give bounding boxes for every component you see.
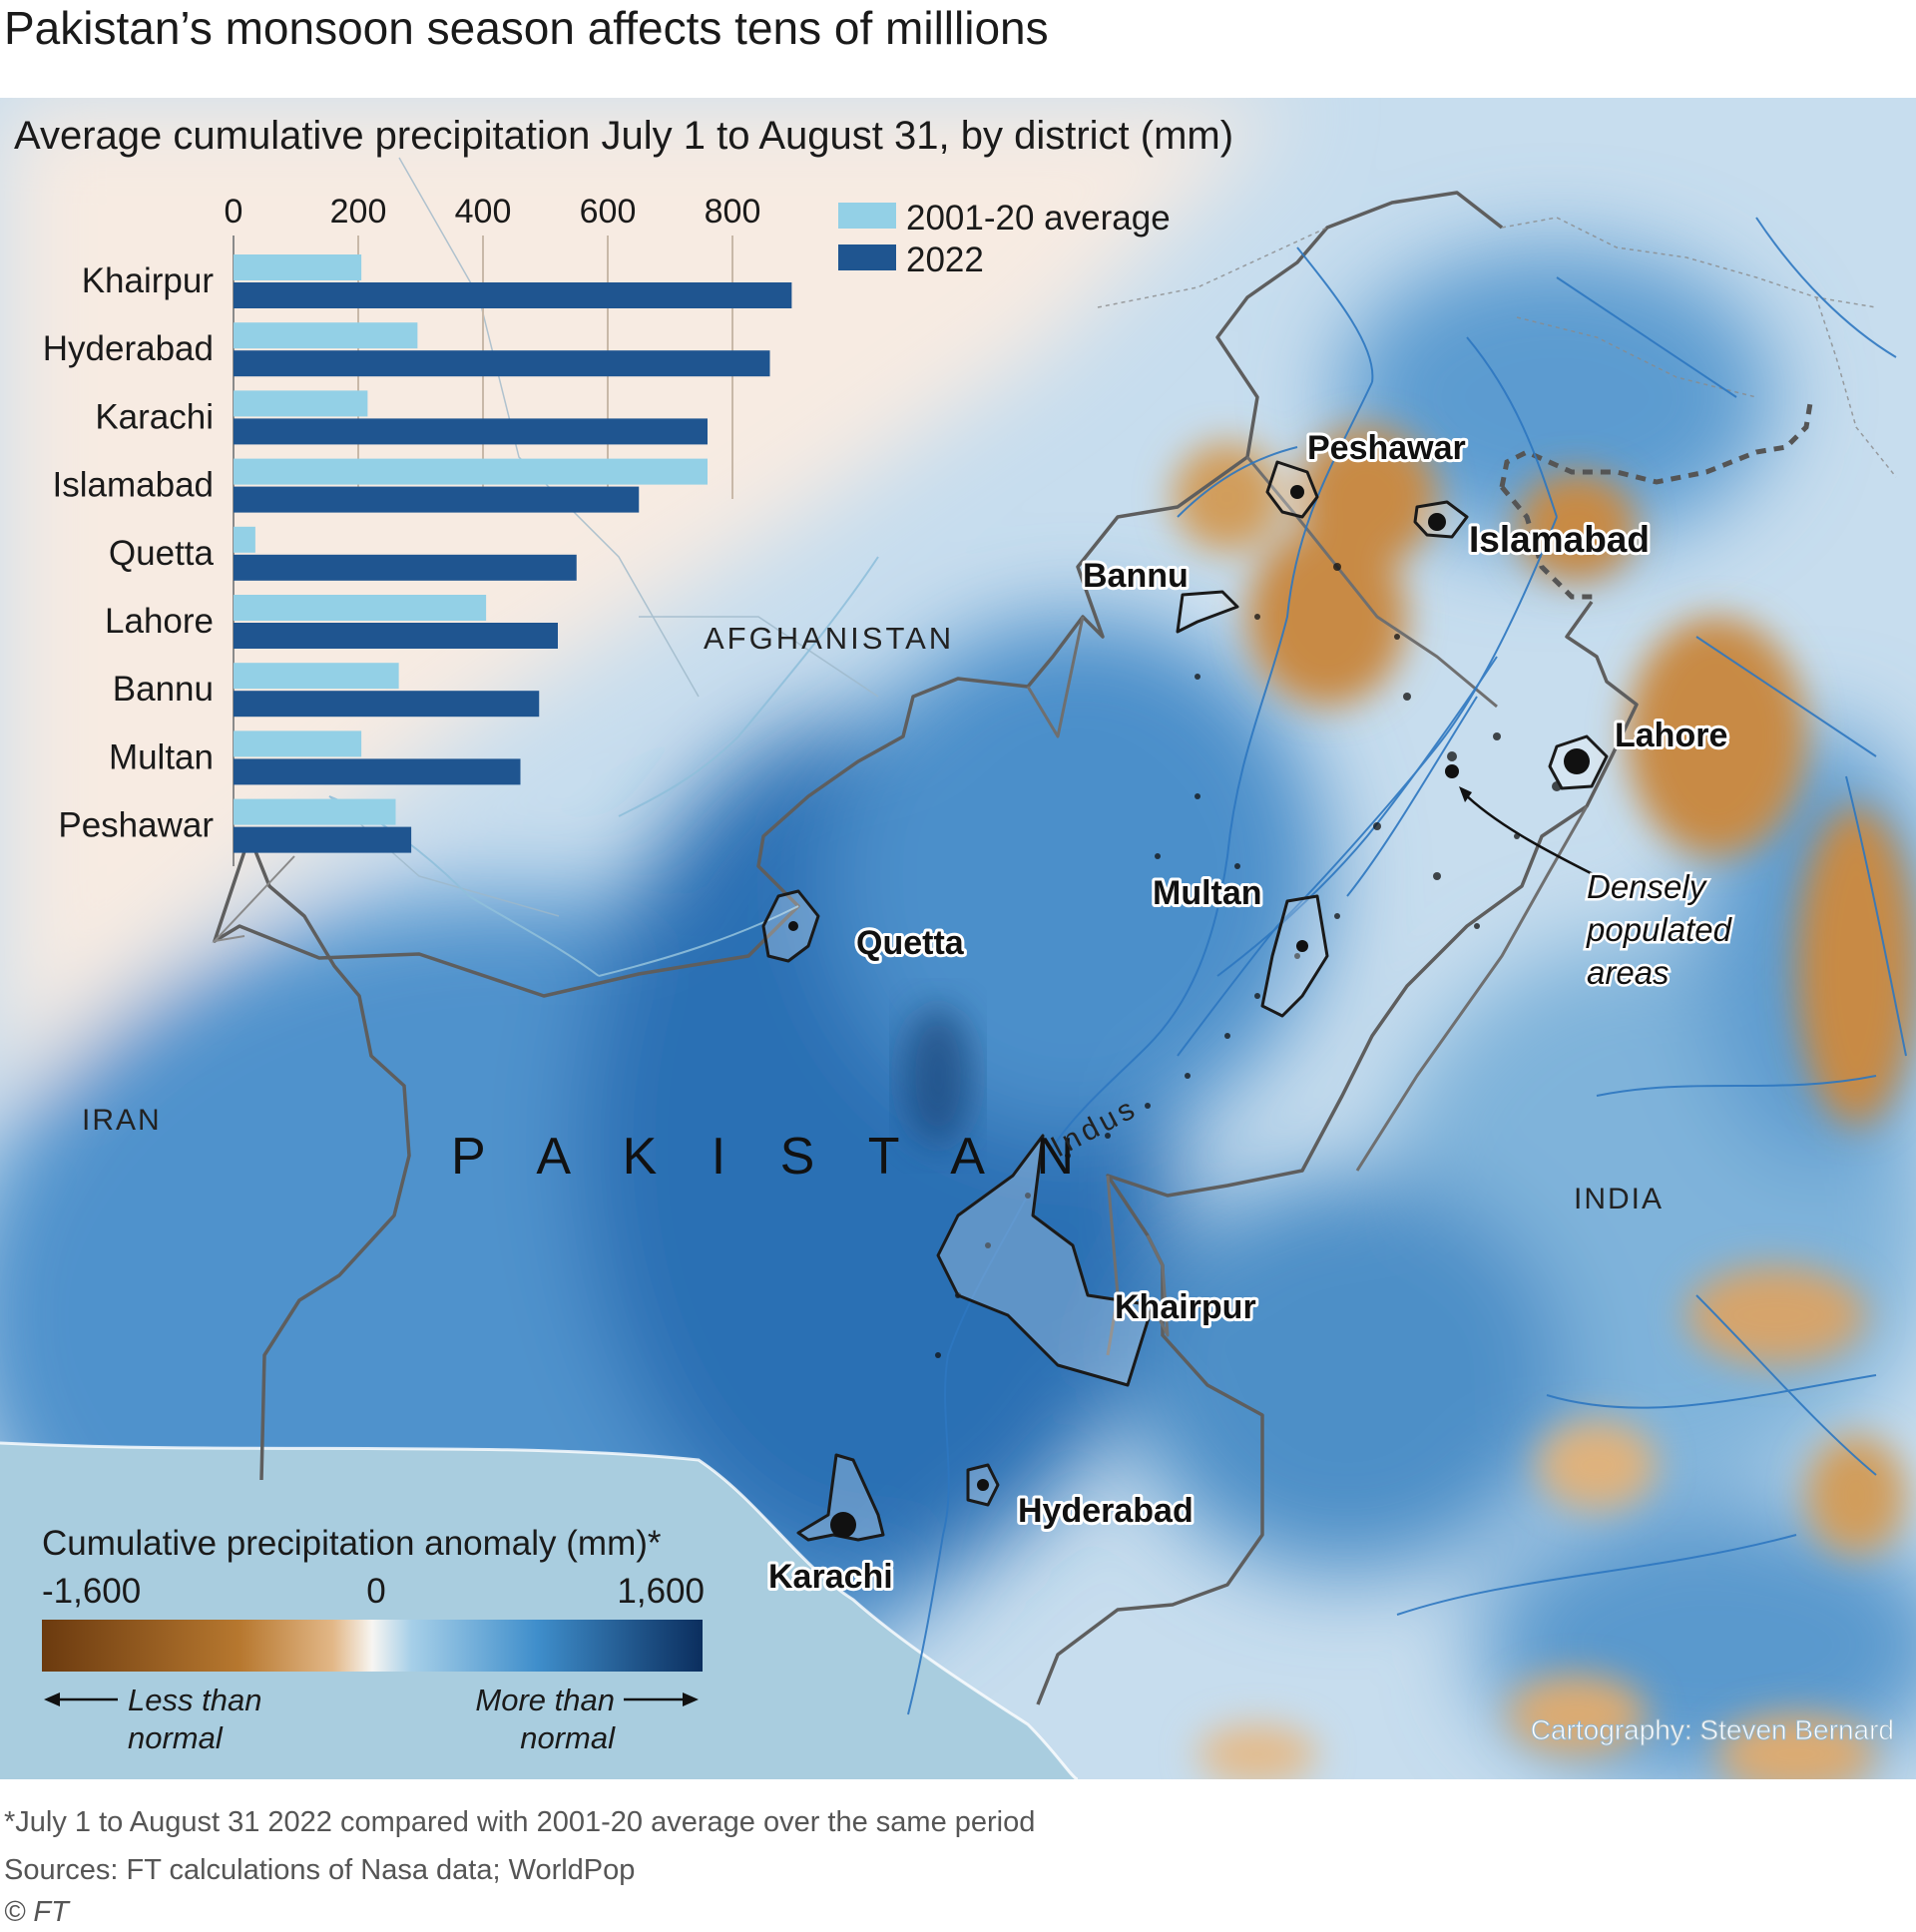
city-label-peshawar: Peshawar bbox=[1307, 429, 1466, 467]
legend-swatch-average bbox=[838, 203, 896, 229]
label-afghanistan: AFGHANISTAN bbox=[704, 621, 954, 656]
bar-bannu-2022 bbox=[234, 691, 540, 718]
legend-title: Cumulative precipitation anomaly (mm)* bbox=[42, 1524, 662, 1563]
rivers bbox=[907, 217, 1907, 1715]
label-pakistan: P A K I S T A N bbox=[451, 1128, 1094, 1186]
copyright: © FT bbox=[4, 1896, 69, 1928]
footnote: *July 1 to August 31 2022 compared with … bbox=[4, 1806, 1036, 1838]
drier-patches bbox=[1173, 427, 1916, 1779]
bar-islamabad-2022 bbox=[234, 486, 640, 513]
legend-less-line1: Less than bbox=[128, 1683, 261, 1717]
category-label-karachi: Karachi bbox=[95, 397, 214, 436]
page-title: Pakistan’s monsoon season affects tens o… bbox=[4, 2, 1049, 54]
bar-multan-2022 bbox=[234, 758, 521, 785]
chart-title: Average cumulative precipitation July 1 … bbox=[14, 114, 1234, 158]
city-label-quetta: Quetta bbox=[856, 924, 965, 962]
district-outlines bbox=[761, 460, 1609, 1542]
bar-khairpur-average bbox=[234, 254, 362, 280]
city-label-multan: Multan bbox=[1153, 874, 1262, 912]
category-label-islamabad: Islamabad bbox=[53, 466, 214, 505]
x-tick-label: 800 bbox=[705, 193, 761, 231]
legend-max-label: 1,600 bbox=[617, 1572, 705, 1611]
legend-colorbar bbox=[42, 1620, 703, 1672]
category-label-quetta: Quetta bbox=[109, 534, 215, 573]
legend-more-line1: More than bbox=[475, 1683, 615, 1717]
legend-min-label: -1,600 bbox=[42, 1572, 141, 1611]
bar-hyderabad-2022 bbox=[234, 350, 770, 377]
bar-multan-average bbox=[234, 730, 362, 757]
bar-hyderabad-average bbox=[234, 322, 418, 349]
category-label-bannu: Bannu bbox=[113, 670, 214, 709]
city-cores bbox=[788, 485, 1590, 1538]
city-label-karachi: Karachi bbox=[768, 1558, 893, 1596]
bar-quetta-average bbox=[234, 526, 255, 553]
x-tick-label: 0 bbox=[225, 193, 243, 231]
precipitation-map: 0 200 400 600 800 Khairpur Hyderabad Karachi Is… bbox=[0, 98, 1916, 1779]
legend-swatch-2022 bbox=[838, 244, 896, 270]
category-label-hyderabad: Hyderabad bbox=[43, 329, 214, 368]
label-india: INDIA bbox=[1574, 1183, 1664, 1215]
category-label-khairpur: Khairpur bbox=[82, 261, 215, 300]
legend-label-2022: 2022 bbox=[906, 241, 984, 279]
bar-quetta-2022 bbox=[234, 554, 577, 581]
annotation-line1: Densely bbox=[1587, 868, 1708, 905]
label-iran: IRAN bbox=[82, 1104, 162, 1137]
bar-bannu-average bbox=[234, 663, 399, 690]
city-label-islamabad: Islamabad bbox=[1469, 519, 1650, 560]
city-label-lahore: Lahore bbox=[1615, 717, 1727, 754]
legend-more-line2: normal bbox=[520, 1720, 616, 1755]
x-tick-label: 400 bbox=[455, 193, 512, 231]
arabian-sea bbox=[0, 1443, 1078, 1779]
bar-peshawar-2022 bbox=[234, 826, 412, 853]
city-label-hyderabad: Hyderabad bbox=[1018, 1492, 1194, 1530]
bar-karachi-average bbox=[234, 390, 368, 417]
bar-islamabad-average bbox=[234, 458, 708, 485]
city-label-khairpur: Khairpur bbox=[1115, 1288, 1256, 1326]
legend-mid-label: 0 bbox=[366, 1572, 385, 1611]
annotation-line3: areas bbox=[1587, 954, 1670, 991]
x-tick-label: 200 bbox=[330, 193, 387, 231]
legend-label-average: 2001-20 average bbox=[906, 199, 1171, 238]
legend-less-line2: normal bbox=[128, 1720, 224, 1755]
annotation-line2: populated bbox=[1586, 911, 1733, 948]
category-label-peshawar: Peshawar bbox=[58, 806, 214, 845]
bar-lahore-average bbox=[234, 595, 487, 621]
map-panel: 0 200 400 600 800 Khairpur Hyderabad Karachi Is… bbox=[0, 98, 1916, 1779]
bar-khairpur-2022 bbox=[234, 282, 792, 308]
cartography-credit: Cartography: Steven Bernard bbox=[1531, 1714, 1894, 1745]
sources: Sources: FT calculations of Nasa data; W… bbox=[4, 1854, 636, 1886]
x-tick-label: 600 bbox=[580, 193, 637, 231]
city-label-bannu: Bannu bbox=[1083, 557, 1189, 595]
category-label-multan: Multan bbox=[109, 737, 214, 776]
bar-lahore-2022 bbox=[234, 623, 558, 649]
pakistan-border bbox=[213, 191, 1639, 1705]
category-label-lahore: Lahore bbox=[105, 602, 214, 641]
bar-karachi-2022 bbox=[234, 418, 708, 445]
bar-peshawar-average bbox=[234, 798, 396, 825]
